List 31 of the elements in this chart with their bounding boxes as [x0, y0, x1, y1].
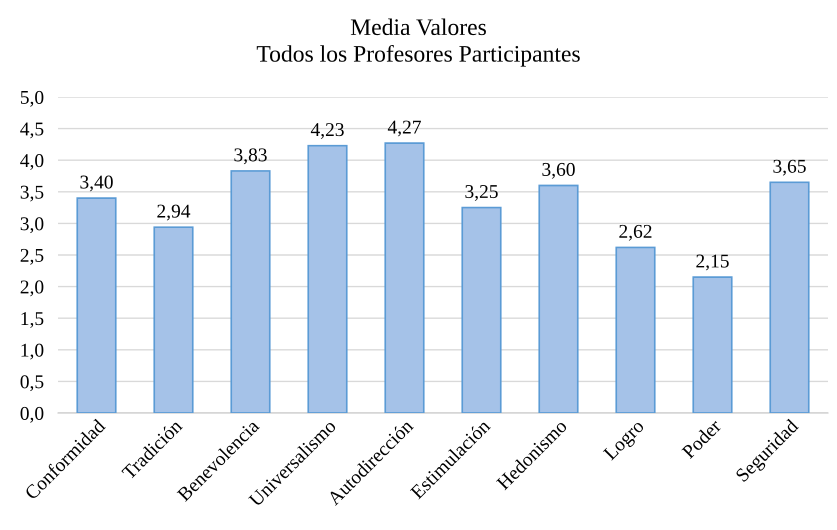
data-label: 3,83 — [234, 148, 267, 164]
y-tick-label: 5,0 — [20, 90, 44, 107]
y-tick-label: 3,5 — [20, 186, 44, 202]
data-label: 4,23 — [310, 123, 344, 139]
y-tick-label: 4,5 — [20, 122, 44, 138]
y-tick-label: 2,5 — [20, 248, 44, 265]
bar — [461, 206, 502, 413]
y-tick-label: 2,0 — [20, 280, 44, 296]
bar — [615, 246, 656, 413]
data-label: 2,15 — [696, 254, 729, 270]
bar — [769, 181, 810, 413]
data-label: 3,65 — [773, 160, 806, 176]
bar — [692, 276, 733, 413]
data-label: 3,40 — [80, 175, 113, 192]
bar — [153, 226, 194, 413]
bar — [538, 184, 579, 413]
data-label: 4,27 — [388, 120, 421, 136]
data-label: 3,60 — [542, 162, 575, 179]
data-label: 2,62 — [619, 224, 652, 241]
data-label: 3,25 — [465, 185, 498, 201]
y-tick-label: 3,0 — [20, 217, 44, 234]
y-tick-label: 1,0 — [22, 344, 44, 360]
bar — [76, 197, 117, 413]
bar — [307, 144, 348, 413]
data-label: 2,94 — [157, 204, 190, 220]
bar — [384, 142, 425, 413]
bar — [230, 170, 271, 413]
y-tick-label: 1,5 — [22, 312, 44, 328]
chart-title: Media Valores Todos los Profesores Participantes — [256, 18, 580, 67]
y-tick-label: 0,5 — [20, 375, 44, 392]
y-tick-label: 4,0 — [20, 154, 44, 170]
